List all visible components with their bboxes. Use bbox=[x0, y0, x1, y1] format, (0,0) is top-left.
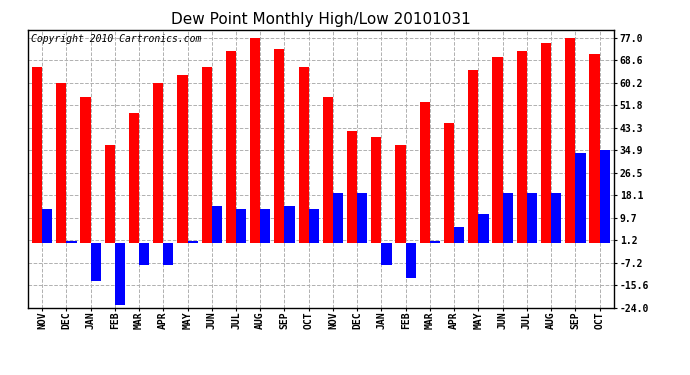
Bar bbox=[90, 243, 101, 281]
Bar bbox=[260, 209, 270, 243]
Bar bbox=[502, 193, 513, 243]
Bar bbox=[551, 193, 561, 243]
Bar bbox=[129, 113, 139, 243]
Bar bbox=[565, 38, 575, 243]
Bar bbox=[177, 75, 188, 243]
Title: Dew Point Monthly High/Low 20101031: Dew Point Monthly High/Low 20101031 bbox=[171, 12, 471, 27]
Bar bbox=[493, 57, 502, 243]
Bar bbox=[42, 209, 52, 243]
Bar bbox=[333, 193, 343, 243]
Bar bbox=[115, 243, 125, 305]
Bar bbox=[357, 193, 367, 243]
Bar bbox=[444, 123, 454, 243]
Bar bbox=[105, 145, 115, 243]
Bar bbox=[236, 209, 246, 243]
Bar bbox=[81, 97, 90, 243]
Bar bbox=[275, 49, 284, 243]
Bar bbox=[382, 243, 392, 265]
Bar bbox=[406, 243, 416, 278]
Bar bbox=[66, 241, 77, 243]
Bar bbox=[56, 83, 66, 243]
Bar bbox=[371, 137, 382, 243]
Bar bbox=[299, 68, 308, 243]
Bar bbox=[164, 243, 173, 265]
Bar bbox=[430, 241, 440, 243]
Bar bbox=[32, 68, 42, 243]
Bar bbox=[575, 153, 586, 243]
Bar bbox=[589, 54, 600, 243]
Bar bbox=[201, 68, 212, 243]
Bar bbox=[139, 243, 149, 265]
Bar bbox=[250, 38, 260, 243]
Bar bbox=[308, 209, 319, 243]
Bar bbox=[226, 51, 236, 243]
Bar bbox=[347, 131, 357, 243]
Bar bbox=[517, 51, 527, 243]
Bar bbox=[600, 150, 610, 243]
Bar bbox=[395, 145, 406, 243]
Bar bbox=[188, 241, 198, 243]
Bar bbox=[469, 70, 478, 243]
Bar bbox=[153, 83, 164, 243]
Bar bbox=[284, 206, 295, 243]
Bar bbox=[212, 206, 222, 243]
Text: Copyright 2010 Cartronics.com: Copyright 2010 Cartronics.com bbox=[30, 34, 201, 44]
Bar bbox=[323, 97, 333, 243]
Bar bbox=[527, 193, 537, 243]
Bar bbox=[478, 214, 489, 243]
Bar bbox=[420, 102, 430, 243]
Bar bbox=[541, 44, 551, 243]
Bar bbox=[454, 228, 464, 243]
